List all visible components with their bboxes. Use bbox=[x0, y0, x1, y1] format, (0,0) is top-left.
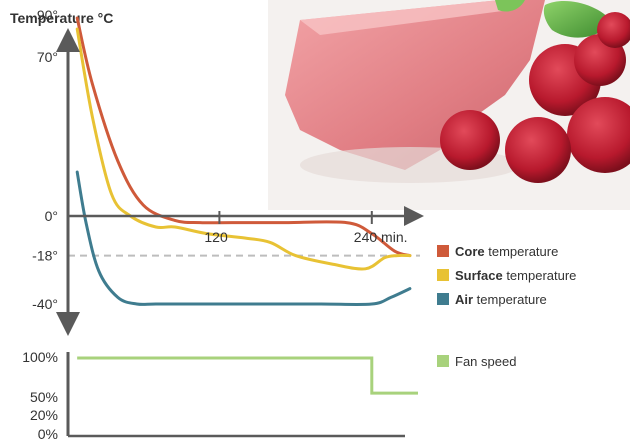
legend-swatch bbox=[437, 269, 449, 281]
legend-swatch bbox=[437, 293, 449, 305]
legend-label: Surface temperature bbox=[455, 268, 576, 283]
series-line-fan-speed bbox=[77, 358, 418, 393]
y-tick-label: -18° bbox=[32, 248, 58, 264]
legend-label: Core temperature bbox=[455, 244, 558, 259]
fan-tick-label-group: 100% 50% 20% 0% bbox=[22, 349, 58, 442]
fan-series-group bbox=[77, 358, 418, 393]
fan-y-tick-label: 20% bbox=[30, 407, 58, 423]
fan-speed-chart: 100% 50% 20% 0% bbox=[22, 349, 418, 442]
fan-y-tick-label: 0% bbox=[38, 426, 58, 442]
y-tick-label: 90° bbox=[37, 7, 58, 23]
chart-title: Temperature °C bbox=[10, 10, 113, 26]
x-tick-label: 240 min. bbox=[354, 229, 408, 245]
fan-axes-group bbox=[68, 352, 405, 436]
fan-y-tick-label: 50% bbox=[30, 389, 58, 405]
legend-label: Fan speed bbox=[455, 354, 516, 369]
y-tick-label: 0° bbox=[45, 208, 58, 224]
legend: Core temperature Surface temperature Air t… bbox=[437, 244, 576, 369]
fan-y-tick-label: 100% bbox=[22, 349, 58, 365]
y-tick-label: 70° bbox=[37, 49, 58, 65]
legend-swatch bbox=[437, 355, 449, 367]
x-tick-label: 120 bbox=[204, 229, 228, 245]
raspberry-mousse-photo bbox=[268, 0, 630, 210]
legend-label: Air temperature bbox=[455, 292, 547, 307]
y-tick-label: -40° bbox=[32, 296, 58, 312]
legend-swatch bbox=[437, 245, 449, 257]
